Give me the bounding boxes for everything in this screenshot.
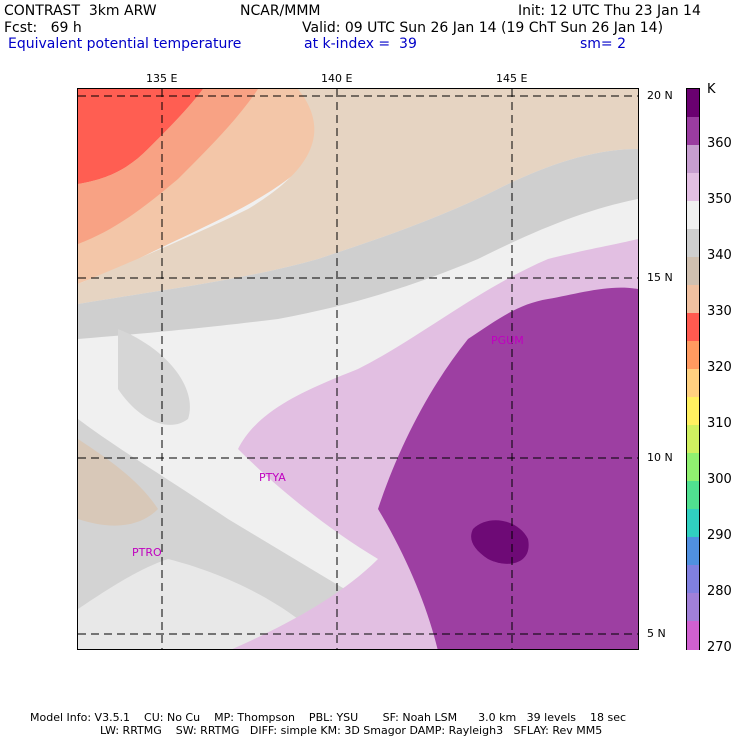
lat-label-15: 15 N [647,271,673,284]
colorbar-tick-label: 330 [707,304,732,319]
lat-label-20: 20 N [647,89,673,102]
k-index-label: at k-index = 39 [304,36,417,52]
band-370-plus [471,520,529,564]
colorbar-swatch [687,593,699,622]
band-355-360-sw [78,559,317,649]
station-pgum: PGUM [491,334,524,347]
colorbar-swatch [687,453,699,482]
org-label: NCAR/MMM [240,3,321,19]
colorbar-swatch [687,117,699,146]
band-350-355-north [78,149,638,339]
colorbar-tick-label: 340 [707,248,732,263]
station-ptya: PTYA [259,471,286,484]
band-350-355-mid [118,329,190,425]
colorbar-swatch [687,173,699,202]
forecast-hour: Fcst: 69 h [4,20,82,36]
station-ptro: PTRO [132,546,162,559]
field-name: Equivalent potential temperature [8,36,242,52]
band-335-340 [78,89,258,244]
colorbar-tick-label: 270 [707,640,732,655]
colorbar-swatch [687,481,699,510]
lon-label-140: 140 E [321,72,353,85]
colorbar-swatch [687,369,699,398]
colorbar-swatch [687,201,699,230]
colorbar-swatch [687,537,699,566]
colorbar-swatch [687,145,699,174]
colorbar-swatch [687,425,699,454]
colorbar-tick-label: 300 [707,472,732,487]
band-330-335 [78,89,203,184]
map-panel[interactable]: PGUM PTYA PTRO [77,88,639,650]
colorbar-swatch [687,509,699,538]
colorbar [686,88,700,650]
lat-label-10: 10 N [647,451,673,464]
smoothing-label: sm= 2 [580,36,627,52]
lon-label-135: 135 E [146,72,178,85]
colorbar-unit: K [707,82,716,97]
colorbar-tick-label: 280 [707,584,732,599]
colorbar-tick-label: 310 [707,416,732,431]
band-365-370 [378,287,638,649]
colorbar-swatch [687,89,699,118]
colorbar-swatch [687,285,699,314]
colorbar-tick-label: 290 [707,528,732,543]
colorbar-tick-label: 320 [707,360,732,375]
colorbar-swatch [687,621,699,650]
colorbar-swatch [687,341,699,370]
init-time: Init: 12 UTC Thu 23 Jan 14 [518,3,701,19]
band-345-350-west [78,439,158,526]
footer-model-info-1: Model Info: V3.5.1 CU: No Cu MP: Thompso… [30,711,627,724]
colorbar-swatch [687,229,699,258]
band-345-350 [78,89,638,304]
colorbar-swatch [687,565,699,594]
colorbar-swatch [687,313,699,342]
lon-label-145: 145 E [496,72,528,85]
footer-model-info-2: LW: RRTMG SW: RRTMG DIFF: simple KM: 3D … [100,724,603,737]
colorbar-tick-label: 350 [707,192,732,207]
colorbar-tick-label: 360 [707,136,732,151]
valid-time: Valid: 09 UTC Sun 26 Jan 14 (19 ChT Sun … [302,20,664,36]
colorbar-swatch [687,397,699,426]
model-title: CONTRAST 3km ARW [4,3,157,19]
theta-e-field [78,89,638,649]
colorbar-swatch [687,257,699,286]
lat-label-5: 5 N [647,627,666,640]
